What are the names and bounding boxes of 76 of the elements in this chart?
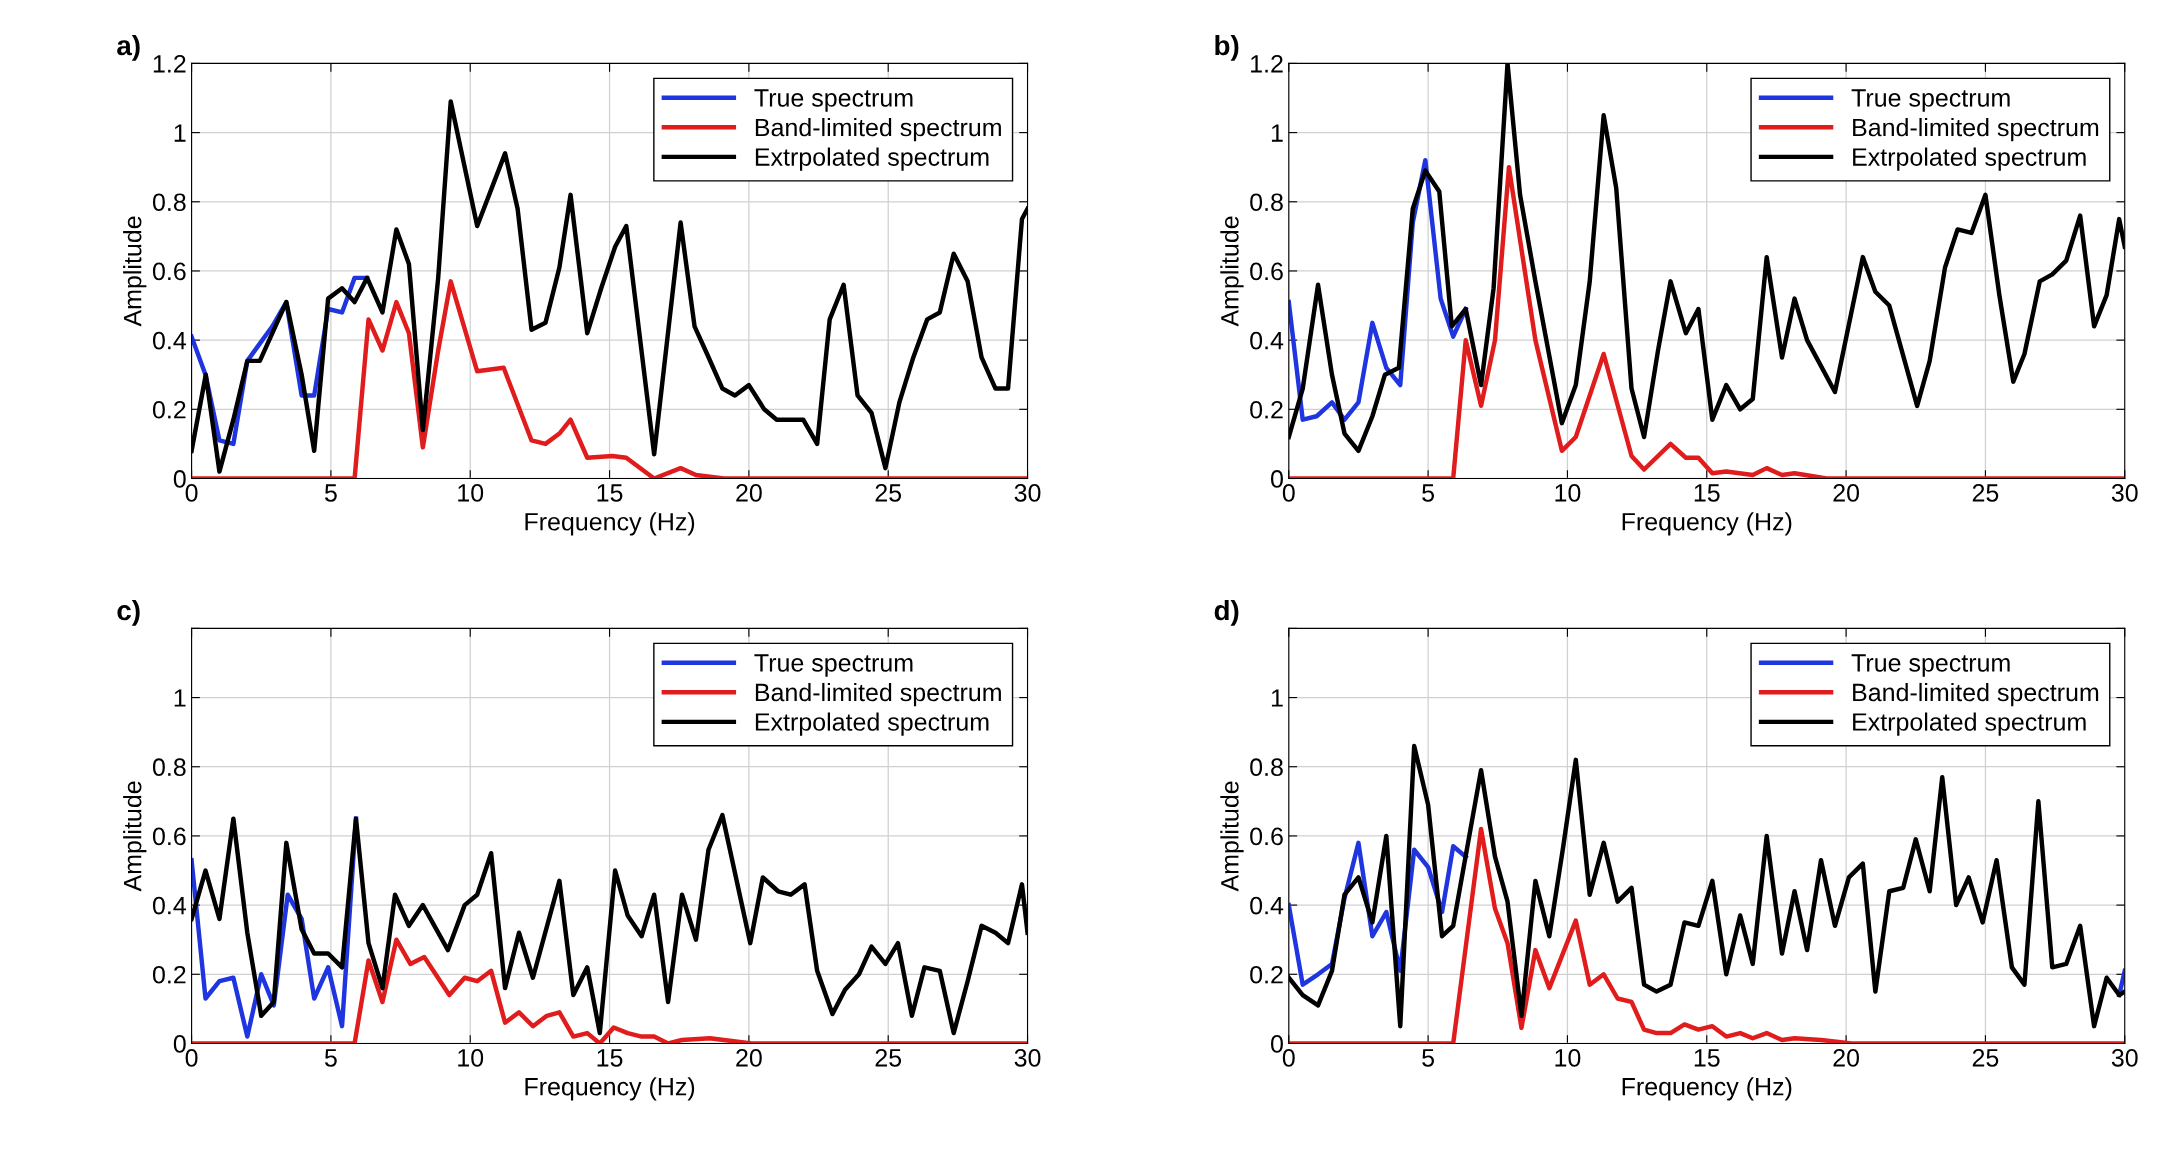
x-tick-label: 30 [1014,484,1041,502]
y-axis-title: Amplitude [1220,781,1244,892]
x-tick-label: 0 [1282,484,1295,502]
y-tick-label: 0.4 [152,896,186,915]
x-axis-title: Frequency (Hz) [1622,1077,1792,1101]
y-tick-label: 1.2 [153,55,186,73]
x-tick-label: 20 [736,484,762,502]
y-tick-label: 0.2 [152,400,186,419]
x-tick-label: 25 [1972,484,1999,502]
y-tick-label: 0 [1271,470,1283,488]
y-tick-label: 0 [1271,1035,1283,1053]
legend-label: Band-limited spectrum [1853,682,2099,707]
x-tick-label: 20 [736,1048,762,1067]
x-axis-title: Frequency (Hz) [1622,512,1792,536]
legend-label: Extrpolated spectrum [1853,712,2086,736]
x-tick-label: 15 [597,1049,623,1067]
chart-title: a) [117,34,140,61]
y-tick-label: 0.8 [1250,193,1283,212]
chart-title: c) [117,599,140,626]
y-tick-label: 0.6 [1250,827,1283,846]
x-tick-label: 5 [324,484,337,502]
x-axis-title: Frequency (Hz) [525,1077,695,1101]
legend-label: Extrpolated spectrum [755,712,989,736]
y-tick-label: 0 [173,470,186,488]
x-tick-label: 30 [2111,484,2138,502]
y-tick-label: 0.8 [152,758,186,777]
legend-label: Band-limited spectrum [1853,117,2099,142]
y-tick-label: 0.4 [1250,331,1284,350]
y-tick-label: 0.6 [1250,262,1283,281]
y-tick-label: 0.2 [1250,965,1283,984]
legend-label: True spectrum [754,654,913,677]
x-tick-label: 30 [2111,1048,2138,1067]
x-tick-label: 5 [324,1049,337,1067]
y-tick-label: 1.2 [1251,55,1283,73]
y-tick-label: 0.8 [152,193,186,212]
y-tick-label: 0.6 [152,827,186,846]
chart-title: d) [1214,599,1239,626]
y-tick-label: 0.8 [1250,758,1283,777]
x-tick-label: 30 [1014,1048,1041,1067]
x-tick-label: 25 [875,1048,902,1067]
x-tick-label: 25 [875,484,902,502]
legend-label: Band-limited spectrum [755,117,1001,142]
x-tick-label: 20 [1833,484,1860,502]
legend-label: True spectrum [1851,654,2010,677]
y-tick-label: 1 [174,124,186,142]
x-tick-label: 0 [185,484,198,502]
x-tick-label: 5 [1422,1049,1435,1067]
y-tick-label: 0.2 [1250,400,1283,419]
y-tick-label: 0.4 [1250,896,1284,915]
chart-title: b) [1215,34,1239,61]
x-tick-label: 10 [458,484,484,502]
x-axis-title: Frequency (Hz) [525,512,695,536]
y-tick-label: 0 [173,1035,186,1053]
y-axis-title: Amplitude [123,216,147,327]
legend-label: Extrpolated spectrum [755,147,989,171]
x-tick-label: 25 [1972,1048,1999,1067]
x-tick-label: 20 [1833,1048,1860,1067]
y-tick-label: 0.4 [152,331,186,350]
x-tick-label: 10 [458,1048,484,1067]
legend-label: True spectrum [1851,89,2010,112]
x-tick-label: 10 [1555,1048,1581,1067]
legend-label: Extrpolated spectrum [1853,147,2086,171]
y-tick-label: 1 [174,689,186,707]
legend-label: Band-limited spectrum [755,682,1001,707]
x-tick-label: 5 [1422,484,1435,502]
y-tick-label: 0.6 [152,262,186,281]
y-axis-title: Amplitude [123,781,147,892]
legend-label: True spectrum [754,89,913,112]
y-tick-label: 1 [1271,689,1283,707]
y-tick-label: 0.2 [152,965,186,984]
x-tick-label: 10 [1555,484,1581,502]
y-axis-title: Amplitude [1220,216,1244,327]
x-tick-label: 15 [1694,484,1720,502]
x-tick-label: 15 [1694,1049,1720,1067]
y-tick-label: 1 [1271,124,1283,142]
x-tick-label: 15 [597,484,623,502]
